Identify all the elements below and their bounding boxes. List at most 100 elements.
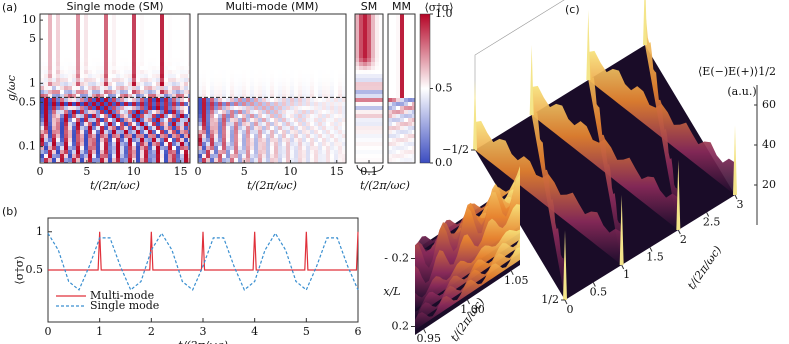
heatmap-texture [214, 26, 218, 30]
heatmap-texture [198, 154, 202, 158]
heatmap-texture [72, 138, 76, 142]
heatmap-texture [396, 114, 400, 118]
heatmap-texture [84, 26, 88, 30]
heatmap-texture [156, 38, 160, 42]
heatmap-texture [274, 34, 278, 38]
heatmap-texture [180, 42, 184, 46]
heatmap-texture [172, 78, 176, 82]
heatmap-texture [250, 122, 254, 126]
heatmap-texture [104, 18, 108, 22]
heatmap-texture [96, 142, 100, 146]
heatmap-texture [388, 106, 392, 110]
heatmap-texture [388, 126, 392, 130]
heatmap-texture [108, 78, 112, 82]
heatmap-texture [218, 22, 222, 26]
heatmap-texture [222, 18, 226, 22]
heatmap-texture [210, 86, 214, 90]
heatmap-texture [306, 106, 310, 110]
heatmap-texture [286, 142, 290, 146]
heatmap-texture [254, 122, 258, 126]
heatmap-texture [355, 18, 359, 22]
heatmap-texture [136, 82, 140, 86]
heatmap-texture [68, 150, 72, 154]
heatmap-texture [148, 154, 152, 158]
heatmap-texture [140, 82, 144, 86]
heatmap-texture [48, 58, 52, 62]
heatmap-texture [400, 54, 404, 58]
heatmap-texture [238, 50, 242, 54]
heatmap-texture [198, 34, 202, 38]
z-tick-label: 40 [762, 138, 776, 151]
heatmap-texture [112, 34, 116, 38]
heatmap-texture [246, 142, 250, 146]
heatmap-texture [314, 34, 318, 38]
heatmap-texture [40, 90, 44, 94]
heatmap-texture [359, 106, 363, 110]
heatmap-texture [96, 130, 100, 134]
heatmap-texture [290, 118, 294, 122]
heatmap-texture [282, 38, 286, 42]
heatmap-texture [128, 110, 132, 114]
heatmap-texture [330, 78, 334, 82]
heatmap-texture [246, 54, 250, 58]
heatmap-texture [206, 114, 210, 118]
heatmap-texture [400, 66, 404, 70]
heatmap-texture [88, 158, 92, 162]
heatmap-texture [218, 154, 222, 158]
heatmap-texture [160, 78, 164, 82]
heatmap-texture [218, 102, 222, 106]
heatmap-texture [238, 30, 242, 34]
heatmap-texture [214, 50, 218, 54]
heatmap-texture [72, 150, 76, 154]
heatmap-texture [108, 62, 112, 66]
heatmap-texture [330, 142, 334, 146]
heatmap-texture [184, 18, 188, 22]
heatmap-texture [64, 58, 68, 62]
heatmap-texture [246, 26, 250, 30]
heatmap-texture [68, 146, 72, 150]
heatmap-texture [334, 38, 338, 42]
heatmap-texture [278, 66, 282, 70]
heatmap-texture [112, 150, 116, 154]
heatmap-texture [404, 30, 408, 34]
heatmap-texture [176, 46, 180, 50]
heatmap-texture [100, 122, 104, 126]
heatmap-texture [108, 58, 112, 62]
heatmap-texture [306, 50, 310, 54]
heatmap-texture [132, 102, 136, 106]
heatmap-texture [60, 106, 64, 110]
heatmap-texture [88, 50, 92, 54]
heatmap-texture [76, 146, 80, 150]
heatmap-texture [302, 70, 306, 74]
heatmap-texture [375, 146, 379, 150]
heatmap-texture [112, 102, 116, 106]
heatmap-texture [60, 18, 64, 22]
heatmap-texture [306, 130, 310, 134]
heatmap-texture [214, 82, 218, 86]
heatmap-texture [290, 102, 294, 106]
heatmap-texture [371, 66, 375, 70]
heatmap-texture [180, 22, 184, 26]
heatmap-texture [294, 134, 298, 138]
heatmap-texture [254, 126, 258, 130]
heatmap-texture [148, 46, 152, 50]
heatmap-texture [124, 146, 128, 150]
heatmap-texture [76, 102, 80, 106]
heatmap-texture [52, 138, 56, 142]
heatmap-texture [290, 78, 294, 82]
heatmap-texture [400, 106, 404, 110]
heatmap-texture [198, 86, 202, 90]
heatmap-texture [282, 138, 286, 142]
heatmap-texture [144, 66, 148, 70]
heatmap-texture [238, 158, 242, 162]
heatmap-texture [172, 98, 176, 102]
heatmap-texture [210, 114, 214, 118]
heatmap-texture [282, 158, 286, 162]
heatmap-texture [92, 102, 96, 106]
heatmap-texture [396, 86, 400, 90]
y-tick-label: 1.00 [460, 303, 485, 316]
heatmap-texture [270, 138, 274, 142]
heatmap-texture [206, 134, 210, 138]
heatmap-texture [40, 110, 44, 114]
heatmap-texture [302, 90, 306, 94]
